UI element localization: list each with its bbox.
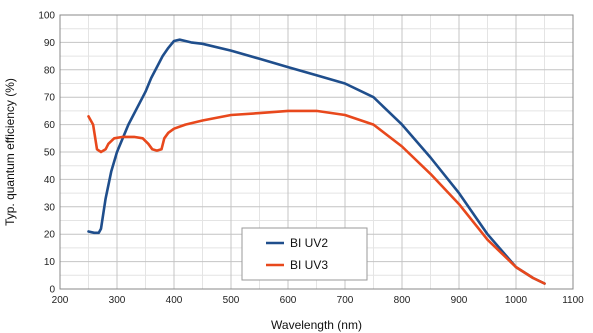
y-tick-label: 20 [44,230,56,241]
y-axis-title: Typ. quantum efficiency (%) [3,78,17,226]
x-tick-label: 400 [166,295,183,306]
x-tick-label: 800 [394,295,411,306]
x-tick-label: 900 [451,295,468,306]
x-tick-label: 700 [337,295,354,306]
y-tick-label: 40 [44,175,56,186]
plot-frame [59,14,574,290]
series-layer [87,38,546,285]
y-tick-label: 0 [49,285,55,296]
y-tick-label: 10 [44,257,56,268]
x-axis-title: Wavelength (nm) [271,318,362,332]
legend-entry-label: BI UV3 [290,258,328,272]
x-tick-label: 1000 [505,295,528,306]
x-tick-labels: 200 300 400 500 600 700 800 900 1000 1100 [52,295,585,306]
legend-box [241,227,368,281]
series-line [87,38,546,285]
x-tick-label: 500 [223,295,240,306]
legend: BI UV2 BI UV3 [241,227,368,281]
x-tick-label: 1100 [562,295,584,306]
series-line [87,109,546,285]
x-tick-label: 200 [52,295,69,306]
y-tick-label: 70 [44,93,56,104]
y-tick-label: 50 [44,148,56,159]
y-tick-label: 80 [44,65,56,76]
y-tick-label: 100 [38,11,55,22]
y-tick-label: 60 [44,120,56,131]
legend-entry-label: BI UV2 [290,236,328,250]
x-tick-label: 300 [109,295,126,306]
y-tick-label: 90 [44,38,56,49]
x-tick-label: 600 [280,295,297,306]
y-tick-label: 30 [44,202,56,213]
y-tick-labels: 0 10 20 30 40 50 60 70 80 90 100 [38,11,55,296]
